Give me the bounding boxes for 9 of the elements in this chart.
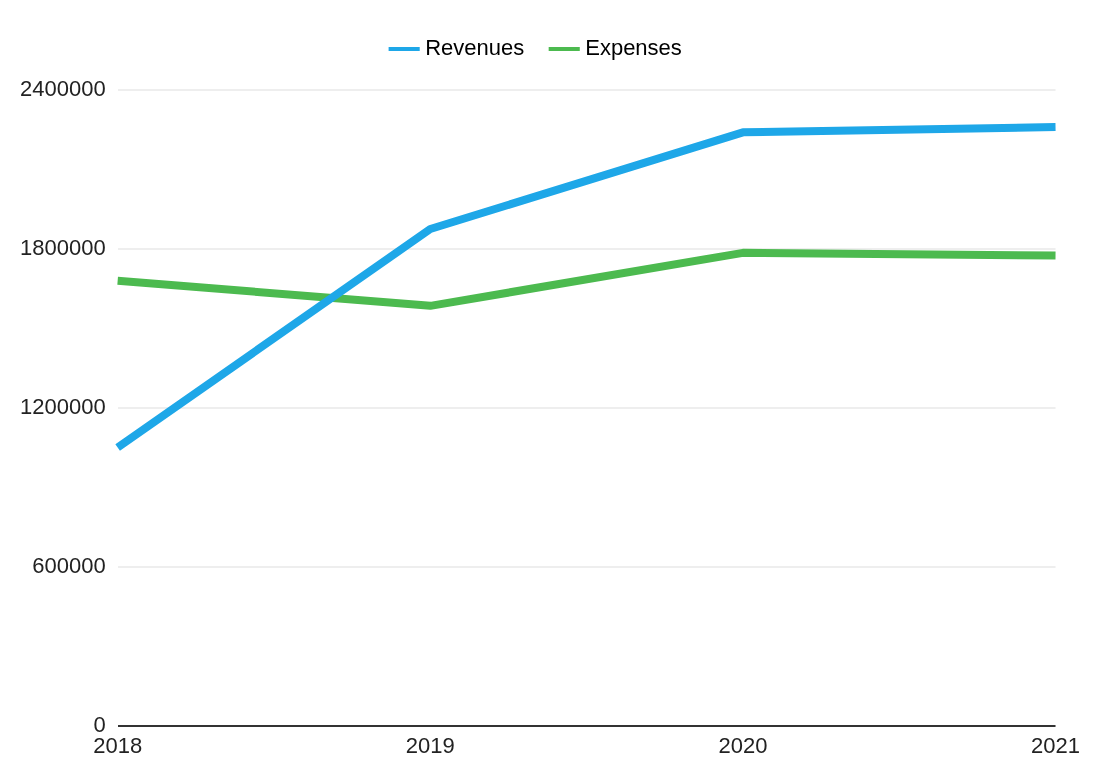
y-tick-label: 600000 [32,552,106,578]
y-tick-label: 1800000 [19,234,106,260]
legend-label: Revenues [425,35,525,61]
x-tick-label: 2019 [405,732,455,758]
x-tick-label: 2021 [1031,732,1081,758]
x-tick-label: 2020 [718,732,768,758]
y-tick-label: 2400000 [19,76,106,102]
legend-label: Expenses [585,35,682,61]
y-tick-label: 1200000 [19,393,106,419]
